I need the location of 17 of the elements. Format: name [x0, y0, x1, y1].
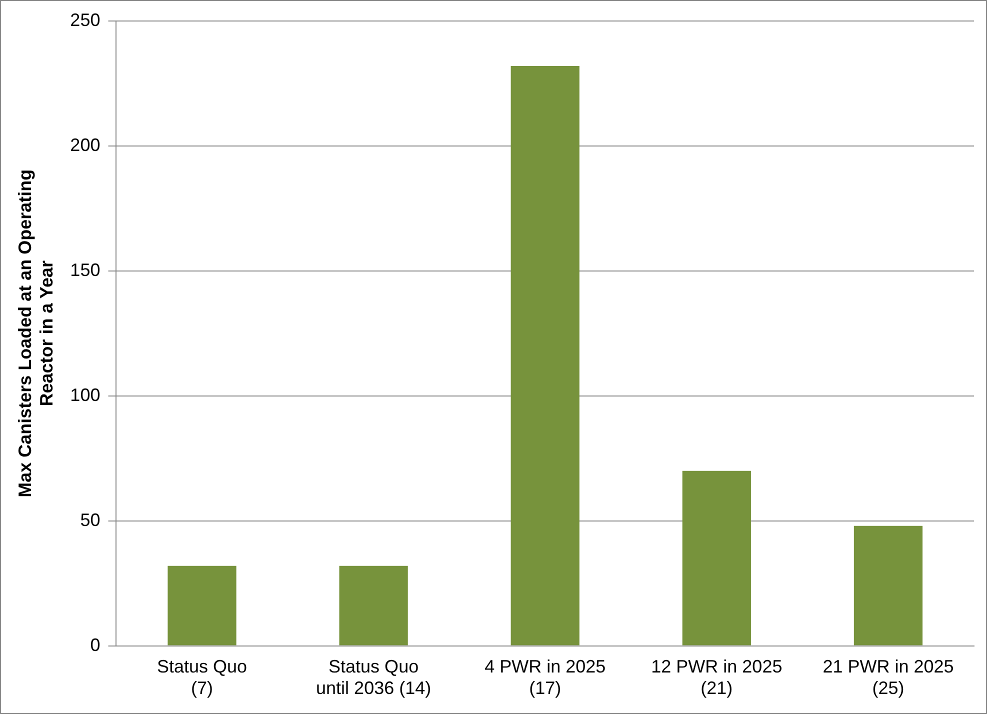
- bar: [339, 566, 408, 646]
- bar: [854, 526, 923, 646]
- x-tick-label: 21 PWR in 2025 (25): [822, 656, 954, 698]
- bar: [510, 66, 580, 646]
- y-tick-label: 200: [70, 134, 100, 155]
- y-tick-label: 50: [80, 510, 100, 530]
- x-tick-label: 12 PWR in 2025 (21): [651, 656, 782, 698]
- y-axis-title: Max Canisters Loaded at an Operating Reactor in a Year: [14, 169, 56, 498]
- x-tick-label: Status Quo until 2036 (14): [316, 656, 432, 698]
- y-tick-label: 250: [70, 10, 100, 30]
- bar: [682, 470, 751, 646]
- y-tick-label: 100: [70, 384, 100, 405]
- y-tick-label: 0: [90, 634, 100, 655]
- x-tick-label: Status Quo (7): [156, 656, 248, 698]
- bar: [168, 566, 236, 646]
- x-tick-label: 4 PWR in 2025 (17): [484, 656, 606, 698]
- y-tick-label: 150: [70, 260, 100, 280]
